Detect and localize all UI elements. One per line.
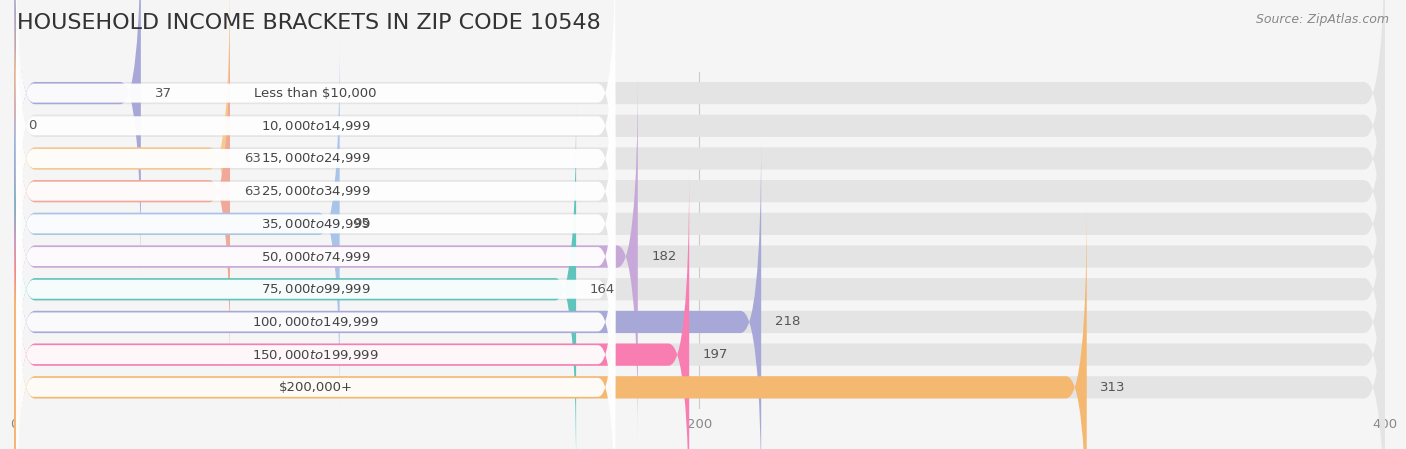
- Text: $10,000 to $14,999: $10,000 to $14,999: [260, 119, 371, 133]
- Text: $150,000 to $199,999: $150,000 to $199,999: [253, 348, 378, 361]
- Text: $200,000+: $200,000+: [278, 381, 353, 394]
- Text: 63: 63: [243, 152, 260, 165]
- FancyBboxPatch shape: [15, 0, 616, 247]
- FancyBboxPatch shape: [15, 37, 616, 345]
- FancyBboxPatch shape: [15, 0, 616, 280]
- Text: 37: 37: [155, 87, 172, 100]
- Text: 182: 182: [651, 250, 676, 263]
- FancyBboxPatch shape: [14, 202, 1087, 449]
- Text: 197: 197: [703, 348, 728, 361]
- FancyBboxPatch shape: [14, 170, 1385, 449]
- Text: $25,000 to $34,999: $25,000 to $34,999: [260, 184, 371, 198]
- Text: 0: 0: [28, 119, 37, 132]
- FancyBboxPatch shape: [14, 0, 231, 343]
- FancyBboxPatch shape: [14, 137, 761, 449]
- Text: $50,000 to $74,999: $50,000 to $74,999: [260, 250, 371, 264]
- FancyBboxPatch shape: [14, 170, 689, 449]
- FancyBboxPatch shape: [14, 104, 576, 449]
- FancyBboxPatch shape: [14, 39, 340, 409]
- Text: 164: 164: [591, 283, 614, 296]
- Text: $75,000 to $99,999: $75,000 to $99,999: [260, 282, 371, 296]
- FancyBboxPatch shape: [14, 6, 231, 376]
- FancyBboxPatch shape: [14, 137, 1385, 449]
- Text: HOUSEHOLD INCOME BRACKETS IN ZIP CODE 10548: HOUSEHOLD INCOME BRACKETS IN ZIP CODE 10…: [17, 13, 600, 34]
- FancyBboxPatch shape: [14, 0, 1385, 343]
- FancyBboxPatch shape: [15, 135, 616, 443]
- FancyBboxPatch shape: [14, 71, 1385, 442]
- FancyBboxPatch shape: [15, 70, 616, 378]
- FancyBboxPatch shape: [14, 202, 1385, 449]
- Text: Less than $10,000: Less than $10,000: [254, 87, 377, 100]
- FancyBboxPatch shape: [15, 233, 616, 449]
- Text: 95: 95: [353, 217, 370, 230]
- FancyBboxPatch shape: [14, 0, 141, 278]
- FancyBboxPatch shape: [14, 71, 638, 442]
- Text: $15,000 to $24,999: $15,000 to $24,999: [260, 151, 371, 166]
- Text: Source: ZipAtlas.com: Source: ZipAtlas.com: [1256, 13, 1389, 26]
- FancyBboxPatch shape: [15, 4, 616, 313]
- FancyBboxPatch shape: [14, 0, 1385, 311]
- Text: 218: 218: [775, 316, 800, 329]
- FancyBboxPatch shape: [15, 102, 616, 410]
- Text: $35,000 to $49,999: $35,000 to $49,999: [260, 217, 371, 231]
- Text: 313: 313: [1101, 381, 1126, 394]
- FancyBboxPatch shape: [15, 201, 616, 449]
- FancyBboxPatch shape: [14, 104, 1385, 449]
- FancyBboxPatch shape: [14, 0, 1385, 278]
- FancyBboxPatch shape: [14, 39, 1385, 409]
- Text: $100,000 to $149,999: $100,000 to $149,999: [253, 315, 378, 329]
- FancyBboxPatch shape: [15, 168, 616, 449]
- FancyBboxPatch shape: [14, 6, 1385, 376]
- Text: 63: 63: [243, 185, 260, 198]
